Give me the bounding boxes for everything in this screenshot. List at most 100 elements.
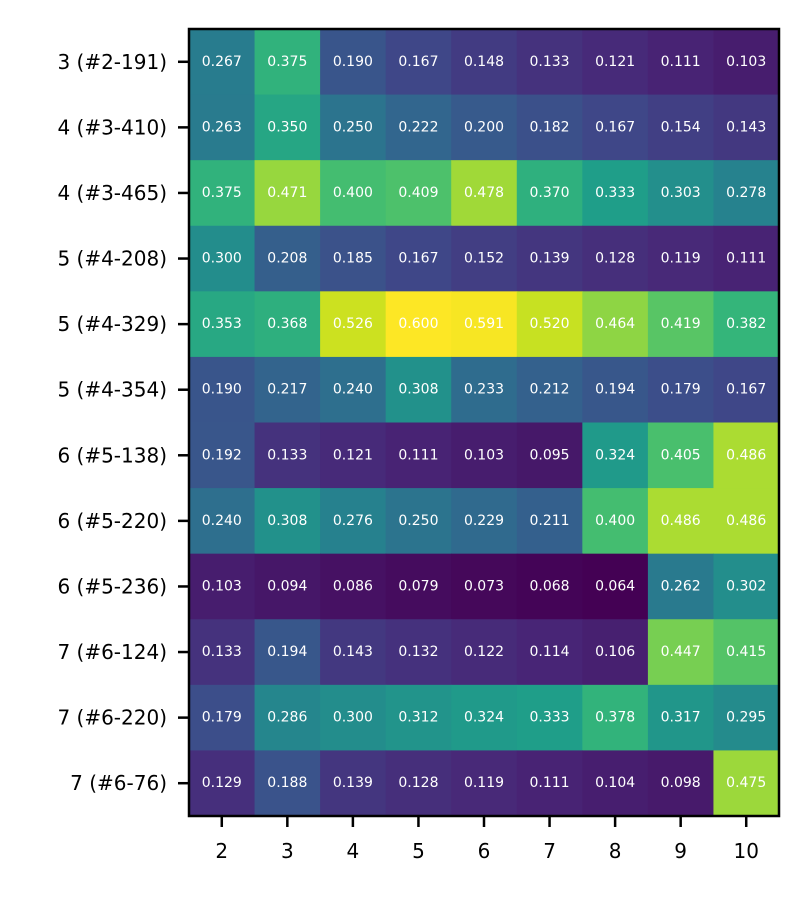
heatmap-cell [647, 684, 715, 752]
cell-value-label: 0.217 [267, 382, 307, 398]
heatmap-cell [385, 291, 452, 358]
heatmap-cell [582, 684, 649, 752]
cell-value-label: 0.190 [333, 54, 373, 70]
heatmap-cell [582, 160, 649, 227]
heatmap-cell [385, 94, 452, 161]
x-axis: 2 3 4 5 6 7 8 9 10 [215, 816, 759, 863]
heatmap-cell [713, 356, 780, 424]
cell-value-label: 0.262 [661, 578, 701, 594]
heatmap-cell [582, 488, 649, 555]
heatmap-cell [320, 750, 387, 817]
x-tick-label: 3 [281, 839, 294, 863]
heatmap-cell [451, 619, 518, 686]
heatmap-cell [189, 619, 256, 686]
heatmap-cell [582, 356, 649, 424]
heatmap-cell [189, 488, 256, 555]
heatmap-cell [189, 422, 256, 489]
cell-value-label: 0.086 [333, 578, 373, 594]
heatmap-cell [516, 422, 583, 489]
cell-value-label: 0.192 [202, 447, 242, 463]
heatmap-cell [189, 225, 256, 292]
heatmap-cell [516, 619, 583, 686]
y-tick-label: 5 (#4-329) [57, 312, 167, 336]
heatmap-cell [320, 553, 387, 620]
y-tick-label: 6 (#5-236) [57, 574, 167, 598]
heatmap-cell [451, 225, 518, 292]
heatmap-cell [647, 94, 715, 161]
heatmap-cell [713, 291, 780, 358]
heatmap-cell [254, 619, 321, 686]
cell-value-label: 0.106 [595, 644, 635, 660]
cell-value-label: 0.111 [661, 54, 701, 70]
heatmap-cell [713, 488, 780, 555]
heatmap-cell [451, 422, 518, 489]
heatmap-cell [451, 29, 518, 96]
cell-value-label: 0.308 [398, 382, 438, 398]
cell-value-label: 0.133 [530, 54, 570, 70]
heatmap-cell [647, 225, 715, 292]
cell-value-label: 0.240 [333, 382, 373, 398]
heatmap-cell [713, 225, 780, 292]
cell-value-label: 0.194 [595, 382, 635, 398]
cell-value-label: 0.233 [464, 382, 504, 398]
cell-value-label: 0.250 [333, 119, 373, 135]
heatmap-cell [647, 29, 715, 96]
heatmap-cell [320, 225, 387, 292]
heatmap-cell [713, 750, 780, 817]
heatmap-cell [516, 553, 583, 620]
heatmap-cell [189, 29, 256, 96]
x-tick-label: 7 [543, 839, 556, 863]
heatmap-cell [189, 750, 256, 817]
heatmap-cell [385, 422, 452, 489]
heatmap-cell [516, 225, 583, 292]
heatmap-cell [254, 160, 321, 227]
heatmap-cell [254, 291, 321, 358]
cell-value-label: 0.129 [202, 775, 242, 791]
cell-value-label: 0.121 [333, 447, 373, 463]
heatmap-cell [385, 29, 452, 96]
heatmap-cell [254, 356, 321, 424]
heatmap-cell [647, 553, 715, 620]
heatmap-cell [516, 29, 583, 96]
cell-value-label: 0.303 [661, 185, 701, 201]
heatmap-cell [254, 94, 321, 161]
heatmap-cell [451, 94, 518, 161]
cell-value-label: 0.263 [202, 119, 242, 135]
heatmap-cell [320, 619, 387, 686]
cell-value-label: 0.400 [595, 513, 635, 529]
cell-value-label: 0.475 [726, 775, 766, 791]
heatmap-cell [320, 291, 387, 358]
cell-value-label: 0.409 [398, 185, 438, 201]
cell-value-label: 0.111 [398, 447, 438, 463]
cell-value-label: 0.400 [333, 185, 373, 201]
heatmap-cell [385, 160, 452, 227]
heatmap-cell [189, 356, 256, 424]
heatmap-cell [713, 619, 780, 686]
heatmap-cell [647, 160, 715, 227]
cell-value-label: 0.302 [726, 578, 766, 594]
y-axis: 3 (#2-191) 4 (#3-410) 4 (#3-465) 5 (#4-208)… [57, 50, 189, 795]
heatmap-cell [320, 160, 387, 227]
cell-value-label: 0.128 [595, 251, 635, 267]
heatmap-cell [713, 553, 780, 620]
cell-value-label: 0.133 [267, 447, 307, 463]
cell-value-label: 0.591 [464, 316, 504, 332]
heatmap-cell [516, 750, 583, 817]
cell-value-label: 0.378 [595, 710, 635, 726]
cell-value-label: 0.133 [202, 644, 242, 660]
x-tick-label: 4 [347, 839, 360, 863]
cell-value-label: 0.486 [726, 513, 766, 529]
heatmap-cell [582, 225, 649, 292]
y-tick-label: 7 (#6-76) [70, 771, 167, 795]
cell-value-label: 0.095 [530, 447, 570, 463]
heatmap-cell [647, 422, 715, 489]
heatmap-cell [647, 619, 715, 686]
y-tick-label: 3 (#2-191) [57, 50, 167, 74]
cell-value-label: 0.300 [333, 710, 373, 726]
cell-value-label: 0.300 [202, 251, 242, 267]
heatmap-cell [582, 94, 649, 161]
heatmap-cell [385, 488, 452, 555]
heatmap-cell [582, 291, 649, 358]
cell-value-label: 0.324 [464, 710, 504, 726]
